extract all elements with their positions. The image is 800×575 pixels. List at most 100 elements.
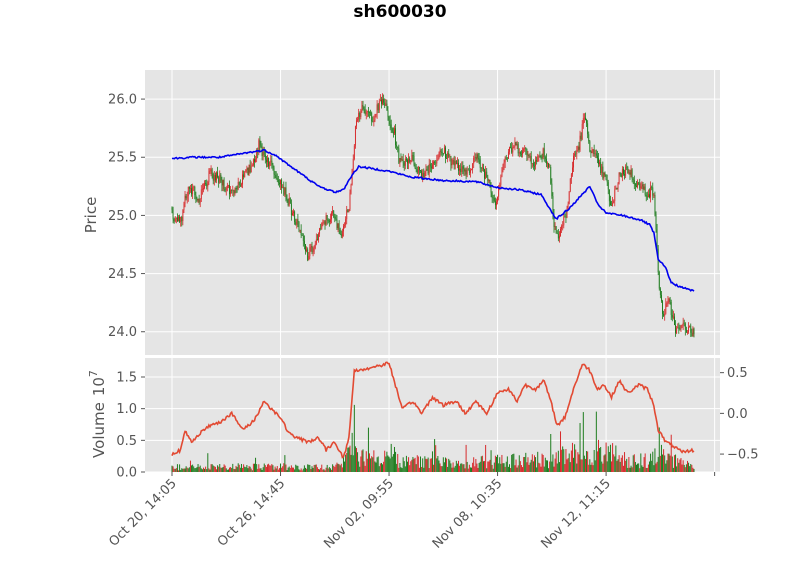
volume-bar: [678, 462, 680, 472]
candle-body: [196, 198, 198, 201]
candle-body: [459, 168, 461, 171]
candle-body: [647, 194, 649, 198]
volume-bar: [405, 455, 407, 472]
candle-body: [367, 111, 369, 113]
volume-bar: [189, 460, 191, 472]
volume-bar: [477, 467, 479, 472]
volume-bar: [182, 468, 184, 472]
volume-bar: [388, 456, 390, 472]
volume-bar: [240, 463, 242, 472]
volume-bar: [489, 459, 491, 472]
volume-bar: [655, 463, 657, 472]
candle-body: [592, 149, 594, 152]
candle-body: [475, 157, 477, 160]
volume-bar: [635, 464, 637, 472]
volume-bar: [293, 467, 295, 472]
volume-bar: [642, 466, 644, 472]
volume-bar: [550, 434, 552, 472]
candle-body: [210, 169, 212, 171]
candle-body: [361, 105, 363, 111]
volume-bar: [244, 466, 246, 472]
candle-body: [384, 102, 386, 106]
candle-body: [335, 218, 337, 220]
volume-bar: [456, 463, 458, 472]
candle-body: [554, 226, 556, 227]
volume-bar: [204, 468, 206, 472]
candle-body: [235, 188, 237, 189]
candle-body: [626, 166, 628, 168]
candle-body: [493, 198, 495, 201]
volume-bar: [422, 458, 424, 472]
volume-bar: [418, 467, 420, 472]
candle-body: [221, 180, 223, 186]
candle-body: [428, 163, 430, 174]
candle-body: [288, 198, 290, 206]
volume-bar: [591, 462, 593, 472]
volume-bar: [453, 467, 455, 472]
volume-bar: [201, 469, 203, 472]
candle-body: [534, 165, 535, 167]
candle-body: [354, 126, 356, 146]
candle-body: [382, 98, 383, 105]
candle-body: [328, 220, 330, 222]
candle-body: [490, 186, 492, 193]
volume-bar: [620, 457, 622, 472]
volume-bar: [377, 456, 379, 472]
volume-bar: [513, 453, 515, 472]
volume-bar: [439, 463, 441, 472]
volume-bar: [414, 457, 416, 472]
volume-bar: [538, 462, 540, 472]
candle-body: [244, 171, 246, 177]
volume-bar: [307, 464, 309, 472]
candle-body: [224, 189, 226, 191]
volume-bar: [358, 461, 360, 472]
volume-bar: [197, 464, 199, 472]
volume-bar: [257, 468, 259, 472]
volume-bar: [525, 452, 527, 472]
volume-bar: [547, 460, 548, 472]
candle-body: [362, 105, 364, 107]
volume-bar: [249, 466, 251, 472]
candle-body: [181, 217, 183, 222]
candle-body: [630, 169, 632, 175]
candle-body: [443, 147, 445, 154]
volume-bar: [494, 455, 496, 472]
volume-bar: [659, 455, 661, 472]
candle-body: [345, 219, 347, 226]
volume-bar: [423, 467, 425, 472]
candle-body: [289, 198, 291, 204]
volume-bar: [311, 466, 313, 472]
volume-bar: [199, 465, 201, 472]
candle-body: [248, 164, 250, 176]
volume-bar: [270, 465, 272, 472]
candle-body: [515, 142, 517, 146]
candle-body: [234, 188, 236, 194]
volume-bar: [505, 461, 507, 472]
volume-bar: [601, 461, 603, 472]
candle-body: [277, 179, 279, 183]
candle-body: [570, 174, 572, 179]
volume-bar: [685, 464, 687, 472]
candle-body: [603, 172, 605, 179]
candle-body: [510, 147, 512, 148]
volume-bar: [318, 468, 319, 472]
candle-body: [494, 200, 496, 206]
volume-bar: [430, 458, 432, 472]
candle-body: [401, 159, 403, 160]
volume-bar: [212, 465, 214, 472]
candle-body: [255, 159, 256, 162]
volume-bar: [265, 466, 267, 472]
candle-body: [530, 155, 532, 164]
candle-body: [542, 148, 544, 159]
candle-body: [182, 210, 184, 222]
volume-bar: [526, 462, 528, 472]
candle-body: [513, 146, 515, 148]
candle-body: [297, 219, 299, 222]
volume-bar: [599, 448, 601, 472]
candle-body: [308, 256, 310, 261]
volume-bar: [386, 451, 388, 472]
candle-body: [691, 332, 693, 337]
candle-body: [407, 160, 408, 164]
candle-body: [305, 244, 306, 252]
volume-bar: [178, 470, 179, 472]
